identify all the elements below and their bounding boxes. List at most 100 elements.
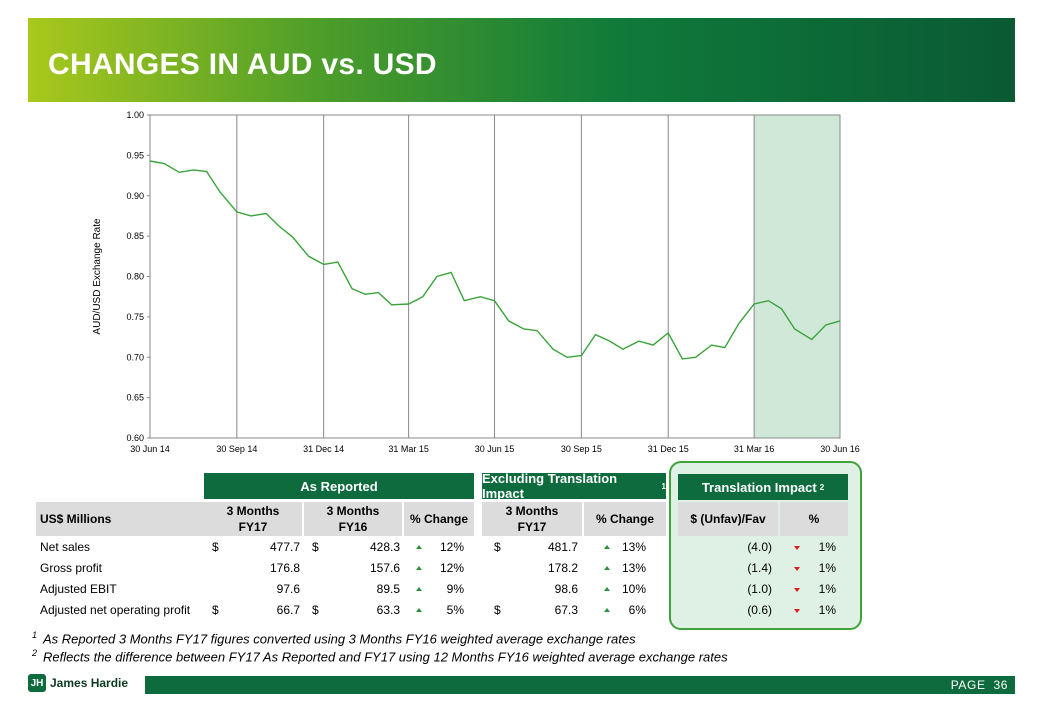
exchange-rate-chart: 30 Jun 14 30 Sep 14 31 Dec 14 31 Mar 15 30 J…: [92, 110, 860, 454]
value-ex-fy17: 67.3: [554, 603, 578, 617]
as-reported-label: As Reported: [300, 478, 378, 494]
up-arrow-icon: [416, 608, 422, 612]
value-fy17: 66.7: [276, 603, 300, 617]
col-label-text: US$ Millions: [40, 512, 112, 526]
footnote-2-text: Reflects the difference between FY17 As …: [43, 649, 728, 665]
x-tick-label: 31 Dec 14: [303, 444, 344, 454]
col-ex-pct-change-header: % Change: [584, 502, 666, 536]
value-impact-pct: 1%: [818, 540, 836, 554]
col-fy17-line2: FY17: [238, 520, 268, 534]
currency-symbol: [494, 579, 506, 599]
value-impact-pct: 1%: [818, 603, 836, 617]
currency-symbol: $: [312, 540, 319, 554]
col-label-header: US$ Millions: [36, 502, 205, 536]
logo-text: James Hardie: [50, 676, 129, 690]
currency-symbol: $: [494, 540, 501, 554]
col-pct-header: %: [780, 502, 848, 536]
y-tick-label: 0.90: [126, 191, 144, 201]
col-ex-fy17-line1: 3 Months: [505, 504, 559, 518]
page-number: 36: [993, 678, 1008, 692]
x-tick-label: 30 Sep 15: [561, 444, 602, 454]
value-fy16: 428.3: [369, 540, 400, 554]
col-pct-change-text: % Change: [409, 512, 468, 526]
value-ex-fy17: 481.7: [547, 540, 578, 554]
value-ex-fy17: 98.6: [554, 582, 578, 596]
down-arrow-icon: [794, 588, 800, 592]
excluding-note-mark: 1: [661, 481, 666, 491]
currency-symbol: [212, 579, 224, 599]
footnote-1-mark: 1: [32, 630, 38, 640]
footnote-1-text: As Reported 3 Months FY17 figures conver…: [43, 631, 636, 647]
row-label: Adjusted EBIT: [40, 582, 117, 596]
page-label: PAGE: [950, 678, 986, 692]
currency-symbol: [312, 579, 324, 599]
y-tick-label: 0.60: [126, 433, 144, 443]
col-ex-fy17-header: 3 Months FY17: [482, 502, 582, 536]
footnote-2: 2 Reflects the difference between FY17 As…: [32, 648, 728, 664]
up-arrow-icon: [604, 566, 610, 570]
up-arrow-icon: [604, 545, 610, 549]
y-tick-label: 0.85: [126, 231, 144, 241]
value-impact-pct: 1%: [818, 561, 836, 575]
row-label: Net sales: [40, 540, 91, 554]
col-unfav-header: $ (Unfav)/Fav: [678, 502, 778, 536]
col-fy16-line1: 3 Months: [326, 504, 380, 518]
value-pct-change: 12%: [439, 561, 464, 575]
company-logo: JH James Hardie: [28, 674, 128, 692]
up-arrow-icon: [604, 587, 610, 591]
translation-header: Translation Impact 2: [678, 474, 848, 500]
row-label: Gross profit: [40, 561, 103, 575]
value-pct-change: 5%: [446, 603, 464, 617]
x-tick-label: 31 Dec 15: [648, 444, 689, 454]
value-ex-pct-change: 10%: [621, 582, 646, 596]
exchange-rate-line: [149, 160, 841, 360]
currency-symbol: $: [312, 603, 319, 617]
value-unfav: (1.4): [747, 561, 772, 575]
footnote-1: 1 As Reported 3 Months FY17 figures conve…: [32, 630, 636, 646]
james-hardie-logo-icon: JH: [28, 674, 46, 692]
currency-symbol: $: [212, 603, 219, 617]
col-pct-text: %: [808, 512, 820, 526]
value-fy17: 176.8: [269, 561, 300, 575]
excluding-label: Excluding Translation Impact: [482, 471, 618, 501]
currency-symbol: $: [212, 540, 219, 554]
translation-note-mark: 2: [819, 482, 825, 492]
value-pct-change: 12%: [439, 540, 464, 554]
col-pct-change-header: % Change: [404, 502, 474, 536]
up-arrow-icon: [416, 587, 422, 591]
page-title: CHANGES IN AUD vs. USD: [48, 48, 437, 81]
col-ex-pct-change-text: % Change: [595, 512, 654, 526]
x-tick-label: 31 Mar 15: [388, 444, 429, 454]
value-ex-pct-change: 6%: [628, 603, 646, 617]
value-fy16: 63.3: [376, 603, 400, 617]
row-label: Adjusted net operating profit: [40, 603, 191, 617]
value-fy17: 477.7: [269, 540, 300, 554]
as-reported-header: As Reported: [204, 473, 474, 499]
col-fy16-line2: FY16: [338, 520, 368, 534]
x-tick-label: 30 Jun 14: [130, 444, 170, 454]
col-fy17-header: 3 Months FY17: [204, 502, 302, 536]
value-unfav: (0.6): [747, 603, 772, 617]
title-banner: CHANGES IN AUD vs. USD: [28, 18, 1015, 102]
footer-bar: [145, 676, 1015, 694]
value-unfav: (4.0): [747, 540, 772, 554]
y-tick-label: 0.70: [126, 352, 144, 362]
down-arrow-icon: [794, 609, 800, 613]
translation-label: Translation Impact: [701, 479, 817, 495]
value-ex-pct-change: 13%: [621, 561, 646, 575]
highlight-band: [754, 115, 840, 438]
value-fy17: 97.6: [276, 582, 300, 596]
excluding-header: Excluding Translation Impact 1: [482, 471, 666, 501]
x-tick-label: 30 Jun 15: [475, 444, 515, 454]
footnote-2-mark: 2: [32, 648, 38, 658]
down-arrow-icon: [794, 567, 800, 571]
col-unfav-text: $ (Unfav)/Fav: [690, 512, 766, 526]
up-arrow-icon: [416, 566, 422, 570]
y-tick-label: 0.80: [126, 272, 144, 282]
value-unfav: (1.0): [747, 582, 772, 596]
page-indicator: PAGE 36: [951, 676, 1008, 694]
x-tick-label: 30 Jun 16: [820, 444, 860, 454]
x-tick-label: 30 Sep 14: [216, 444, 257, 454]
x-tick-label: 31 Mar 16: [734, 444, 775, 454]
currency-symbol: $: [494, 603, 501, 617]
